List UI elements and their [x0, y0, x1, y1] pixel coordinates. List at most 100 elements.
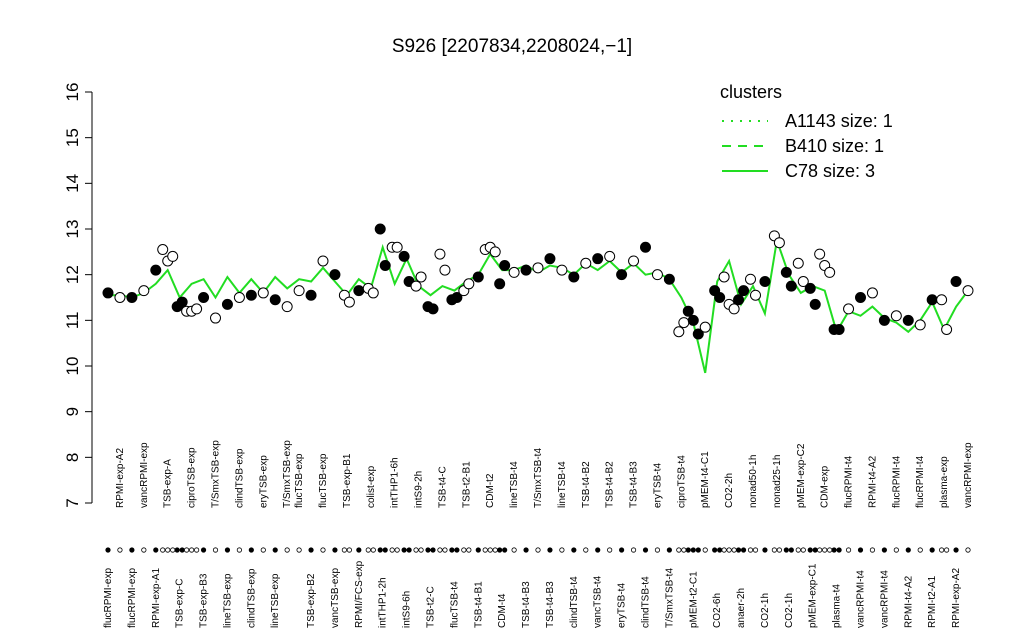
rug-dot	[795, 547, 801, 553]
rug-dot	[413, 547, 419, 553]
point	[367, 287, 379, 299]
rug-dot	[356, 547, 362, 553]
rug-dot	[905, 547, 911, 553]
rug-dot	[807, 547, 813, 553]
x-label: CO2-6h	[712, 593, 723, 628]
point	[439, 264, 451, 276]
point	[663, 273, 675, 285]
rug-dot	[332, 547, 338, 553]
x-label: T/SmxTSB-t4	[533, 448, 544, 508]
point	[824, 266, 836, 278]
x-label: TSB-t4-B3	[545, 581, 556, 628]
rug-dot	[712, 547, 718, 553]
rug-dot	[762, 547, 768, 553]
rug-dot	[482, 547, 488, 553]
x-label: anaer-2h	[736, 588, 747, 628]
x-label: RPMI-exp-A2	[951, 568, 962, 628]
rug-dot	[406, 547, 412, 553]
point	[191, 303, 203, 315]
rug-dot	[642, 547, 649, 553]
rug-dot	[869, 547, 876, 553]
point	[962, 285, 974, 297]
rug-dot	[776, 547, 782, 553]
x-label: TSB-exp-B1	[342, 453, 353, 508]
x-label: flucRPMI-exp	[103, 568, 114, 628]
rug-dot	[224, 547, 231, 553]
point	[651, 269, 663, 281]
point	[317, 255, 329, 267]
point	[245, 289, 257, 301]
point	[410, 280, 422, 292]
x-label: vancRPMI-exp	[963, 442, 974, 508]
x-label: eryTSB-t4	[652, 463, 663, 508]
x-label: lineTSB-t4	[557, 461, 568, 508]
x-label: flucRPMI-t4	[891, 455, 902, 508]
rug-dot	[442, 547, 448, 553]
rug-dot	[845, 547, 852, 553]
point	[198, 292, 210, 303]
rug-dot	[788, 547, 794, 553]
rug-dot	[174, 547, 180, 553]
chart-title: S926 [2207834,2208024,−1]	[392, 36, 632, 57]
point	[499, 260, 511, 272]
point	[878, 314, 890, 326]
point	[809, 298, 821, 310]
x-label: CO2-1h	[760, 593, 771, 628]
y-tick-label: 7	[63, 498, 82, 507]
point	[221, 298, 233, 310]
x-label: lineTSB-t4	[509, 461, 520, 508]
point	[520, 264, 532, 276]
rug-dot	[607, 547, 613, 553]
rug-dot	[771, 547, 777, 553]
point	[699, 321, 711, 333]
point	[434, 248, 446, 260]
rug-dot	[511, 547, 517, 553]
x-label: RPMI-t4-A2	[903, 575, 914, 628]
point	[451, 292, 463, 303]
point	[914, 319, 926, 331]
x-label: TSB-exp-B2	[306, 573, 317, 628]
point	[353, 285, 365, 297]
x-label: TSB-t2-C	[426, 586, 437, 628]
point	[415, 271, 427, 283]
rug-dot	[370, 547, 376, 553]
point	[329, 269, 341, 281]
point	[508, 266, 520, 278]
point	[556, 264, 568, 276]
point	[114, 292, 126, 303]
x-label: clindTSB-t4	[569, 576, 580, 628]
y-tick-label: 8	[63, 453, 82, 462]
rug-dot	[817, 547, 823, 553]
point	[678, 317, 690, 329]
x-label: TSB-t4-B1	[473, 581, 484, 628]
y-tick-label: 9	[63, 407, 82, 416]
rug-dot	[401, 547, 407, 553]
point	[687, 314, 699, 326]
rug-dot	[466, 547, 472, 553]
rug-dot	[425, 547, 431, 553]
y-tick-label: 12	[63, 265, 82, 284]
point	[293, 285, 305, 297]
x-label: pMEM-t2-C1	[688, 571, 699, 628]
rug-dot	[236, 547, 242, 553]
rug-dot	[654, 547, 661, 553]
rug-dot	[160, 547, 166, 553]
rug-dot	[571, 547, 577, 553]
x-label: RPMI-t2-A1	[927, 575, 938, 628]
point	[814, 248, 826, 260]
point	[728, 303, 740, 315]
point	[580, 257, 592, 269]
rug-dot	[341, 547, 347, 553]
point	[176, 296, 188, 308]
rug-dot	[917, 547, 923, 553]
point	[604, 250, 616, 262]
rug-dot	[418, 547, 424, 553]
point	[628, 255, 640, 267]
point	[890, 310, 902, 322]
x-label: RPMI-exp-A2	[115, 448, 126, 508]
point	[804, 282, 816, 294]
x-label: colist-exp	[366, 465, 377, 508]
rug-dot	[666, 547, 672, 553]
rug-dot	[944, 547, 950, 553]
point	[472, 271, 484, 283]
